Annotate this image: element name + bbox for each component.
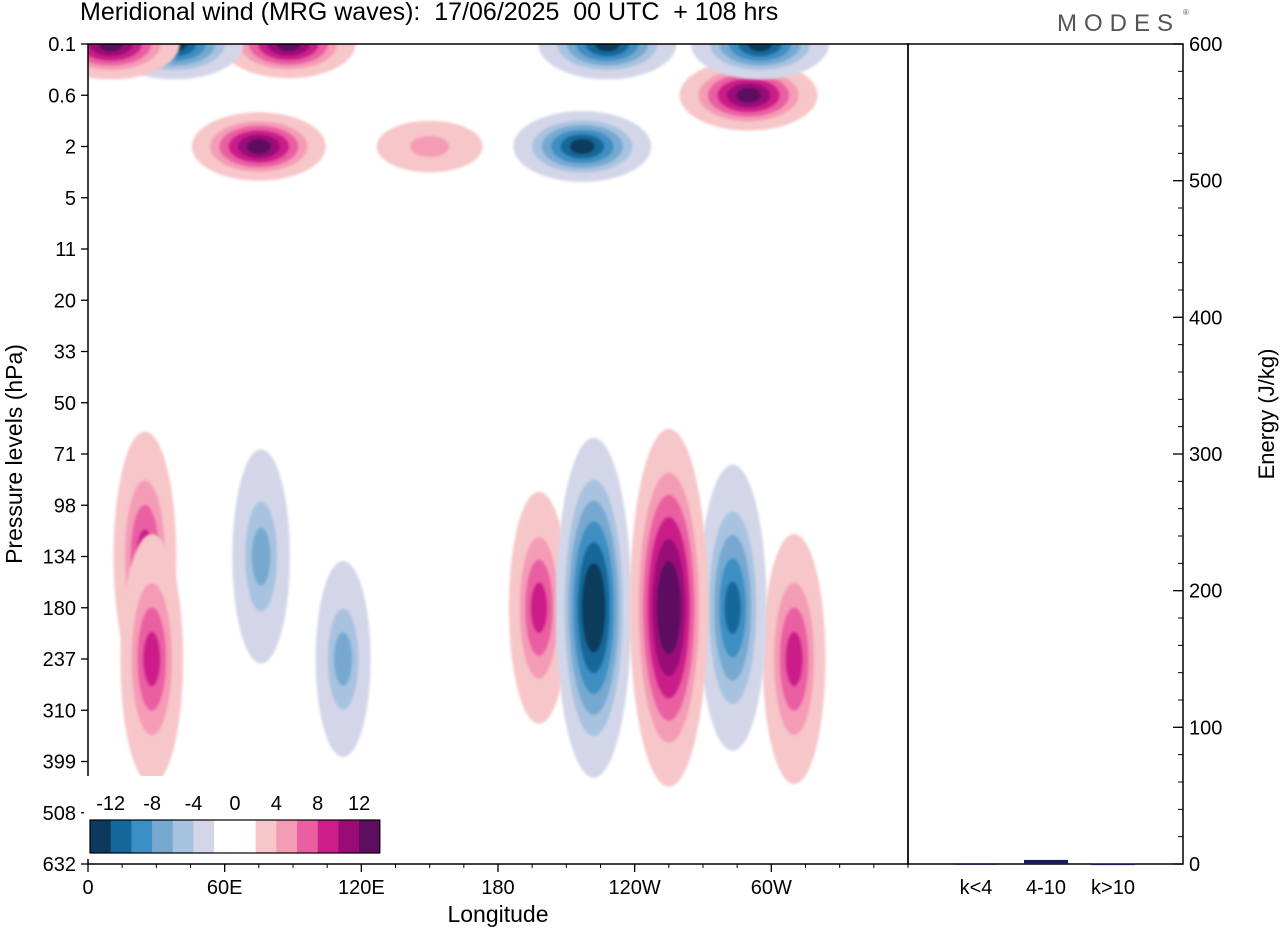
y-tick-label: 399: [43, 752, 76, 774]
colorbar-segment: [276, 820, 298, 853]
brand-registered-mark: ®: [1183, 8, 1189, 17]
chart-title: Meridional wind (MRG waves): 17/06/2025 …: [80, 0, 779, 26]
colorbar-label: -8: [143, 793, 161, 815]
y-tick-label: 5: [65, 188, 76, 210]
x-tick-label: 60E: [207, 877, 243, 899]
x-tick-label: 0: [82, 877, 93, 899]
brand-logo: MODES: [1057, 10, 1181, 37]
colorbar-segment: [110, 820, 132, 853]
energy-category-label: k<4: [960, 877, 993, 899]
heatmap-cell: [538, 44, 677, 80]
heatmap-cell: [555, 437, 632, 778]
colorbar-segment: [131, 820, 153, 853]
colorbar-label: -4: [185, 793, 203, 815]
colorbar-segment: [255, 820, 277, 853]
heatmap-cell: [629, 428, 709, 787]
colorbar-segment: [214, 820, 236, 853]
energy-tick-label: 400: [1189, 307, 1222, 329]
heatmap-cell: [762, 534, 826, 784]
energy-category-label: 4-10: [1026, 877, 1066, 899]
colorbar-label: 8: [312, 793, 323, 815]
heatmap-cell: [513, 111, 652, 182]
colorbar-segment: [359, 820, 381, 853]
y-tick-label: 2: [65, 137, 76, 159]
y-axis-label: Pressure levels (hPa): [1, 344, 27, 564]
colorbar-segment: [234, 820, 256, 853]
colorbar-label: 0: [229, 793, 240, 815]
y-tick-label: 33: [54, 342, 76, 364]
heatmap-cell: [508, 491, 570, 724]
y-tick-label: 11: [55, 239, 76, 261]
heatmap-cell: [221, 44, 356, 79]
colorbar-label: -12: [96, 793, 125, 815]
heatmap-field: [88, 44, 829, 787]
energy-bar: [1091, 863, 1135, 866]
y-tick-label: 20: [54, 290, 76, 312]
energy-tick-label: 600: [1189, 34, 1222, 56]
colorbar-segment: [317, 820, 339, 853]
y-tick-label: 632: [43, 854, 76, 876]
energy-frame: [907, 43, 1184, 865]
heatmap-cell: [120, 534, 184, 784]
heatmap-cell: [690, 44, 829, 80]
heatmap-cell: [88, 44, 180, 80]
energy-bar: [1024, 859, 1068, 864]
y-tick-label: 508: [43, 803, 76, 825]
y-tick-label: 50: [54, 393, 76, 415]
x-tick-label: 60W: [751, 877, 792, 899]
heatmap-cell: [191, 112, 326, 181]
energy-tick-label: 200: [1189, 581, 1222, 603]
y-tick-label: 134: [43, 547, 76, 569]
colorbar-segment: [338, 820, 360, 853]
colorbar-segment: [172, 820, 194, 853]
x-tick-label: 180: [481, 877, 514, 899]
energy-axis-label: Energy (J/kg): [1254, 349, 1279, 480]
colorbar-segment: [297, 820, 319, 853]
axes-layer: 0.1 0.6 2 5 11 20 33 50 71 98 134 180 237 310 399 508 63…: [1, 34, 1279, 927]
heatmap-cell: [232, 449, 290, 664]
energy-tick-label: 100: [1189, 717, 1222, 739]
y-tick-label: 310: [43, 700, 76, 722]
colorbar-segment: [152, 820, 174, 853]
energy-tick-label: 0: [1189, 854, 1200, 876]
energy-bars: k<4 4-10 k>10: [954, 859, 1135, 899]
colorbar-label: 4: [271, 793, 282, 815]
y-tick-label: 0.1: [48, 34, 76, 56]
x-axis-label: Longitude: [447, 901, 548, 927]
colorbar-segment: [90, 820, 112, 853]
energy-category-label: k>10: [1091, 877, 1135, 899]
x-tick-label: 120E: [338, 877, 385, 899]
y-tick-label: 71: [54, 444, 76, 466]
heatmap-cell: [376, 120, 483, 173]
colorbar-label: 12: [348, 793, 370, 815]
energy-bar: [954, 863, 998, 865]
colorbar-segment: [193, 820, 215, 853]
energy-tick-label: 500: [1189, 171, 1222, 193]
energy-tick-label: 300: [1189, 444, 1222, 466]
colorbar: -12 -8 -4 0 4 8 12: [84, 776, 384, 859]
heatmap-cell: [315, 561, 371, 757]
heatmap-cell: [679, 59, 818, 131]
y-tick-label: 237: [43, 649, 76, 671]
y-tick-label: 98: [54, 495, 76, 517]
x-tick-label: 120W: [609, 877, 661, 899]
colorbar-frame: [89, 819, 381, 854]
y-tick-label: 0.6: [48, 85, 76, 107]
heatmap-cell: [698, 464, 767, 751]
y-tick-label: 180: [43, 598, 76, 620]
